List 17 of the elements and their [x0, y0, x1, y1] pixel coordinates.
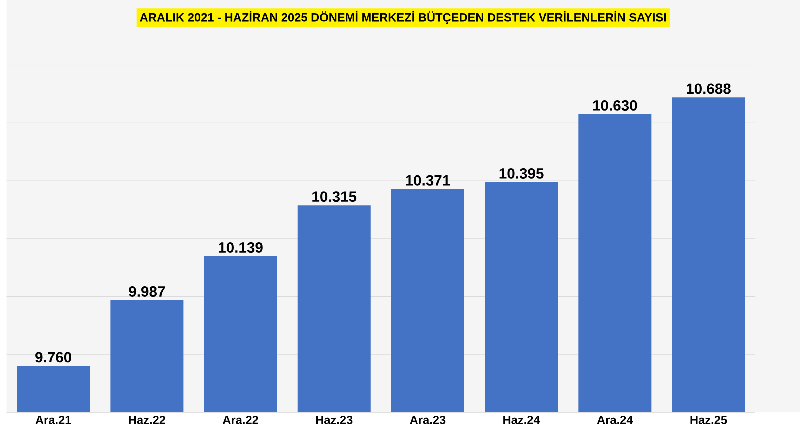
x-tick-label: Ara.21 [36, 416, 72, 425]
data-label: 10.315 [312, 192, 357, 202]
data-label: 10.395 [500, 168, 544, 180]
data-label: 9.987 [129, 286, 166, 298]
data-label: 10.688 [687, 84, 731, 94]
x-tick-label: Haz.25 [690, 416, 728, 425]
x-tick-label: Ara.23 [410, 416, 446, 425]
x-tick-label: Haz.24 [504, 416, 540, 425]
x-tick-label: Haz.22 [129, 416, 166, 425]
chart-title: ARALIK 2021 - HAZİRAN 2025 DÖNEMİ MERKEZİ BÜTÇEDEN DESTEK VERİLENLERİN SAYISI [140, 12, 666, 24]
data-label: 9.760 [36, 352, 72, 363]
data-label: 10.630 [593, 100, 638, 112]
data-label: 10.139 [219, 242, 263, 254]
x-tick-label: Ara.22 [222, 416, 258, 425]
data-label: 10.371 [406, 176, 450, 186]
x-tick-label: Ara.24 [597, 416, 634, 425]
x-tick-label: Haz.23 [316, 416, 353, 425]
